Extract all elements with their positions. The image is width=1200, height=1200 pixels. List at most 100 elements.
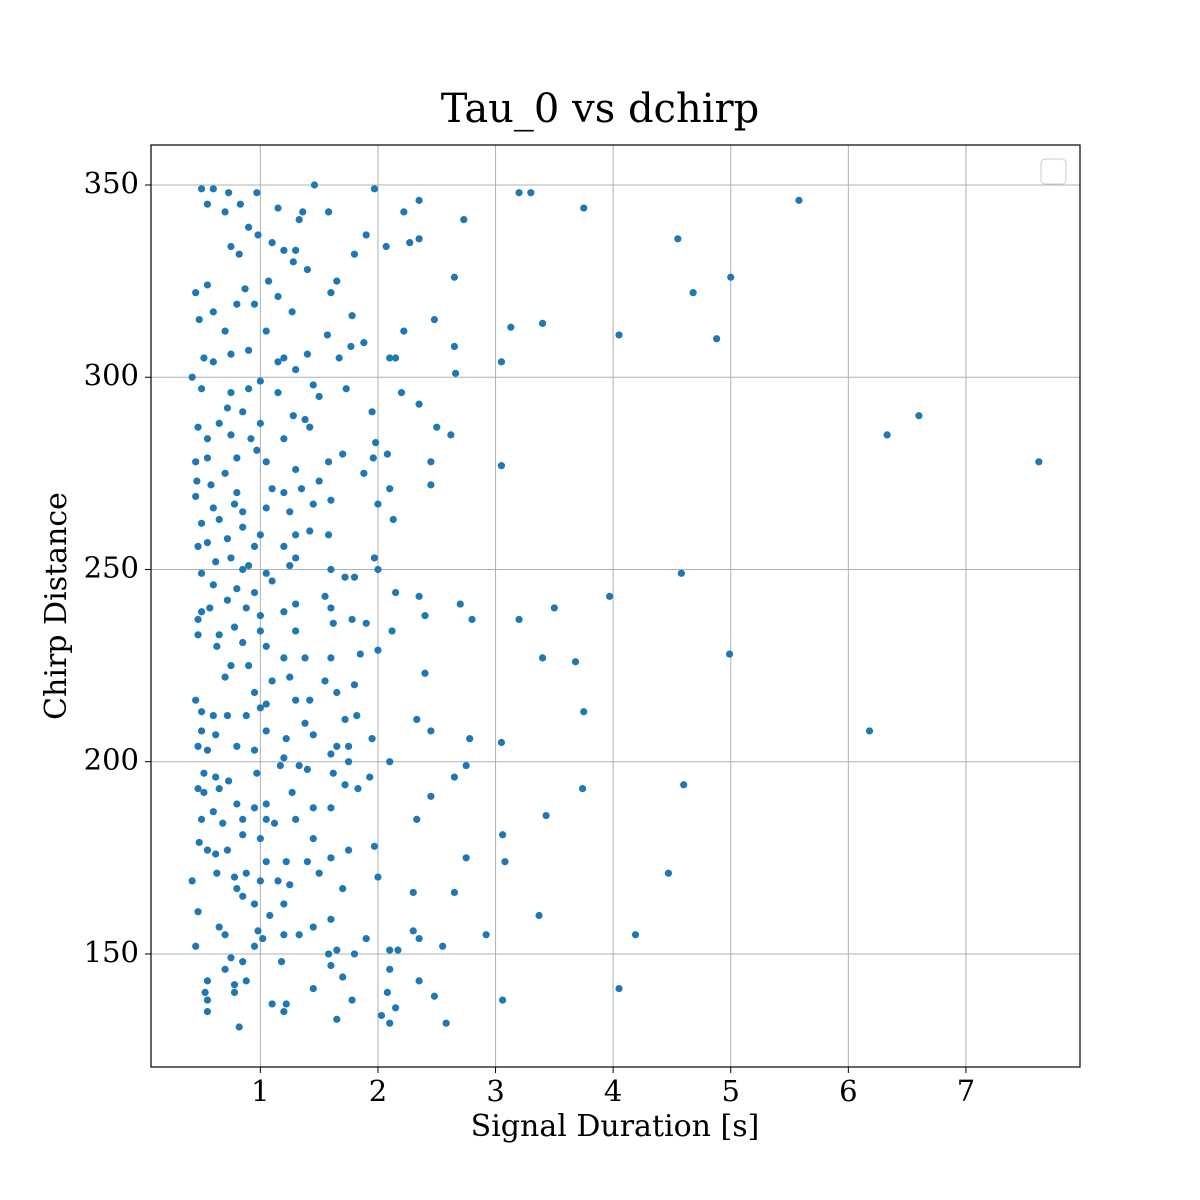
point (468, 615, 476, 624)
x-tick-label: 7 (957, 1074, 975, 1108)
point (571, 658, 580, 666)
point (194, 615, 202, 624)
point (295, 215, 303, 224)
point (413, 815, 421, 823)
point (250, 300, 259, 308)
point (197, 519, 206, 527)
point (327, 750, 335, 758)
point (274, 389, 282, 397)
point (333, 946, 341, 954)
point (306, 696, 314, 704)
x-tick-label: 5 (722, 1074, 740, 1108)
point (254, 231, 262, 239)
point (350, 250, 359, 258)
point (203, 996, 212, 1004)
point (280, 754, 288, 762)
point (268, 485, 276, 493)
point (439, 942, 447, 950)
point (201, 988, 209, 997)
point (200, 354, 208, 362)
point (268, 1000, 276, 1008)
point (274, 204, 282, 212)
point (212, 731, 220, 739)
point (362, 231, 370, 239)
point (374, 646, 382, 654)
point (221, 327, 229, 335)
grid (151, 145, 1080, 1067)
point (242, 977, 250, 985)
legend (1040, 158, 1067, 185)
point (256, 627, 264, 635)
point (447, 431, 455, 439)
point (303, 858, 312, 866)
point (286, 881, 294, 889)
point (321, 677, 329, 685)
point (212, 850, 220, 858)
point (256, 704, 264, 712)
point (450, 342, 458, 351)
point (239, 831, 247, 839)
point (580, 204, 588, 212)
point (203, 977, 212, 985)
x-axis-label: Signal Duration [s] (471, 1109, 760, 1144)
point (327, 565, 335, 574)
point (460, 215, 468, 224)
point (245, 661, 253, 670)
point (270, 819, 279, 827)
point (253, 189, 261, 197)
x-tick-label: 1 (251, 1074, 269, 1108)
point (286, 508, 294, 516)
point (239, 958, 247, 966)
point (203, 200, 212, 208)
point (215, 631, 223, 639)
point (606, 592, 614, 600)
point (309, 381, 317, 389)
point (250, 746, 259, 754)
point (795, 196, 803, 204)
point (292, 465, 300, 474)
point (209, 504, 217, 512)
point (223, 846, 232, 854)
point (286, 562, 294, 570)
point (415, 196, 423, 204)
point (341, 781, 349, 789)
point (239, 408, 247, 416)
point (274, 358, 282, 366)
point (348, 615, 356, 624)
point (193, 477, 201, 485)
point (223, 711, 232, 720)
point (309, 923, 317, 931)
point (369, 454, 377, 462)
point (221, 931, 229, 939)
point (406, 239, 414, 247)
point (259, 934, 267, 943)
point (391, 1004, 400, 1012)
point (194, 908, 202, 916)
point (339, 450, 347, 458)
point (203, 746, 212, 754)
point (227, 431, 235, 439)
point (289, 412, 297, 420)
point (329, 769, 337, 777)
point (203, 1008, 212, 1016)
point (462, 761, 470, 770)
point (280, 488, 288, 497)
point (386, 946, 394, 954)
point (350, 681, 359, 689)
point (368, 408, 376, 416)
point (350, 573, 359, 581)
point (327, 496, 335, 504)
point (344, 742, 353, 750)
point (374, 565, 382, 574)
point (209, 358, 217, 366)
point (236, 200, 244, 208)
point (430, 992, 439, 1000)
point (415, 400, 423, 408)
point (227, 661, 235, 670)
point (292, 696, 300, 704)
point (223, 535, 232, 543)
point (348, 996, 356, 1004)
point (415, 934, 423, 943)
point (207, 481, 215, 489)
point (377, 1011, 386, 1020)
